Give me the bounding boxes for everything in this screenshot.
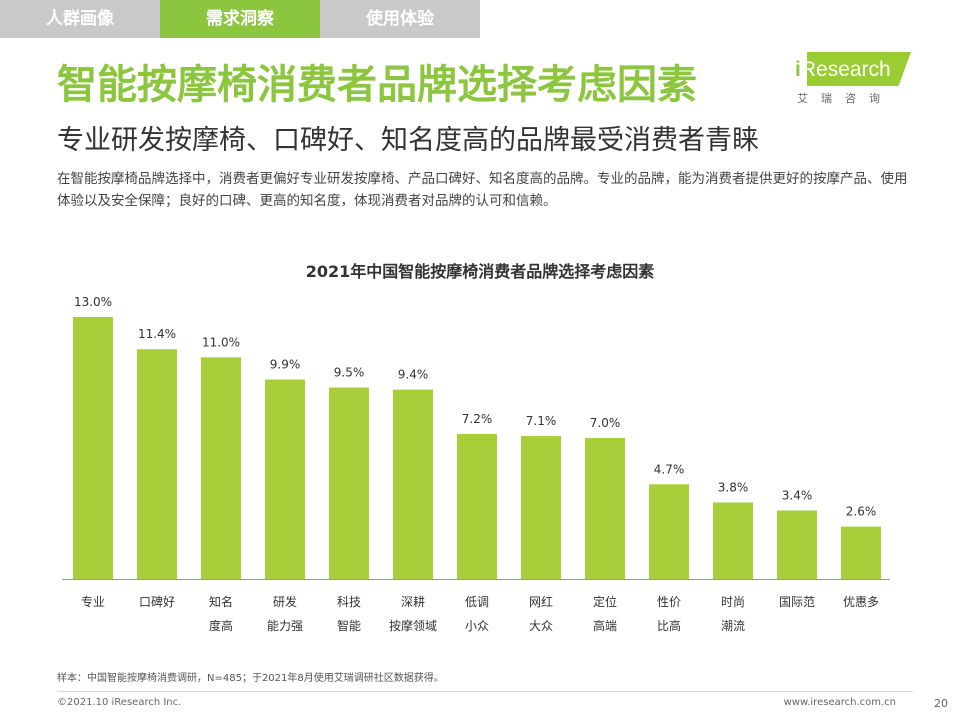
category-label-1: 口碑好: [139, 594, 175, 609]
page-subtitle: 专业研发按摩椅、口碑好、知名度高的品牌最受消费者青睐: [57, 125, 759, 156]
category-label-8-line-1: 高端: [593, 618, 617, 633]
bar-1: [137, 349, 177, 579]
category-label-5-line-1: 按摩领域: [389, 618, 437, 633]
bar-5: [393, 389, 433, 579]
bar-2: [201, 357, 241, 579]
category-label-10-line-0: 时尚: [721, 595, 745, 609]
category-label-7-line-1: 大众: [529, 619, 553, 633]
logo-main-text: Research: [800, 58, 891, 81]
data-label-7: 7.1%: [526, 414, 557, 428]
tab-usage-experience[interactable]: 使用体验: [320, 0, 480, 38]
data-label-8: 7.0%: [590, 416, 621, 430]
logo-green-flag: [807, 52, 911, 86]
category-label-9-line-1: 比高: [657, 618, 681, 633]
bar-8: [585, 437, 625, 579]
data-label-10: 3.8%: [718, 480, 749, 494]
data-label-12: 2.6%: [846, 505, 877, 519]
bar-10: [713, 502, 753, 579]
bar-6: [457, 433, 497, 579]
website-link[interactable]: www.iresearch.com.cn: [783, 697, 896, 708]
data-label-9: 4.7%: [654, 462, 685, 476]
data-label-4: 9.5%: [334, 366, 365, 380]
category-label-12: 优惠多: [843, 595, 879, 609]
category-label-0: 专业: [81, 594, 105, 609]
category-label-6-line-1: 小众: [465, 619, 489, 633]
bar-7: [521, 435, 561, 579]
bar-9: [649, 484, 689, 579]
footer-divider: [57, 691, 913, 692]
category-label-4-line-1: 智能: [337, 618, 361, 633]
copyright: ©2021.10 iResearch Inc.: [57, 697, 182, 708]
tab-demand-insight[interactable]: 需求洞察: [160, 0, 320, 38]
data-label-11: 3.4%: [782, 488, 813, 502]
logo-subtitle: 艾瑞咨询: [797, 92, 893, 105]
bar-12: [841, 526, 881, 579]
category-label-2-line-0: 知名: [209, 594, 233, 609]
data-label-3: 9.9%: [270, 357, 301, 371]
data-label-1: 11.4%: [138, 327, 176, 341]
category-label-7-line-0: 网红: [529, 594, 553, 609]
logo-wordmark: iResearch: [795, 58, 891, 82]
category-label-5-line-0: 深耕: [401, 594, 425, 609]
iresearch-logo: iResearch 艾瑞咨询: [793, 52, 913, 107]
bar-3: [265, 379, 305, 579]
bar-0: [73, 317, 113, 579]
category-label-2-line-1: 度高: [209, 618, 233, 633]
bar-4: [329, 387, 369, 579]
tab-user-profile[interactable]: 人群画像: [0, 0, 160, 38]
page-title: 智能按摩椅消费者品牌选择考虑因素: [57, 62, 697, 108]
category-label-9-line-0: 性价: [657, 595, 681, 609]
data-label-0: 13.0%: [74, 295, 112, 309]
page-description: 在智能按摩椅品牌选择中，消费者更偏好专业研发按摩椅、产品口碑好、知名度高的品牌。…: [57, 171, 908, 209]
bar-11: [777, 510, 817, 579]
category-label-3-line-1: 能力强: [267, 619, 303, 633]
data-label-6: 7.2%: [462, 412, 493, 426]
category-label-8-line-0: 定位: [593, 594, 617, 609]
category-label-10-line-1: 潮流: [721, 618, 745, 633]
category-label-6-line-0: 低调: [465, 595, 489, 609]
data-label-5: 9.4%: [398, 368, 429, 382]
category-label-3-line-0: 研发: [273, 594, 297, 609]
section-tabs: 人群画像 需求洞察 使用体验: [0, 0, 480, 38]
category-label-11: 国际范: [779, 595, 815, 609]
logo-i-letter: i: [795, 58, 801, 81]
category-label-4-line-0: 科技: [337, 595, 361, 609]
chart-title: 2021年中国智能按摩椅消费者品牌选择考虑因素: [305, 262, 655, 281]
footnote: 样本：中国智能按摩椅消费调研，N=485；于2021年8月使用艾瑞调研社区数据获…: [57, 673, 444, 684]
page-number: 20: [934, 697, 948, 710]
data-label-2: 11.0%: [202, 335, 240, 349]
